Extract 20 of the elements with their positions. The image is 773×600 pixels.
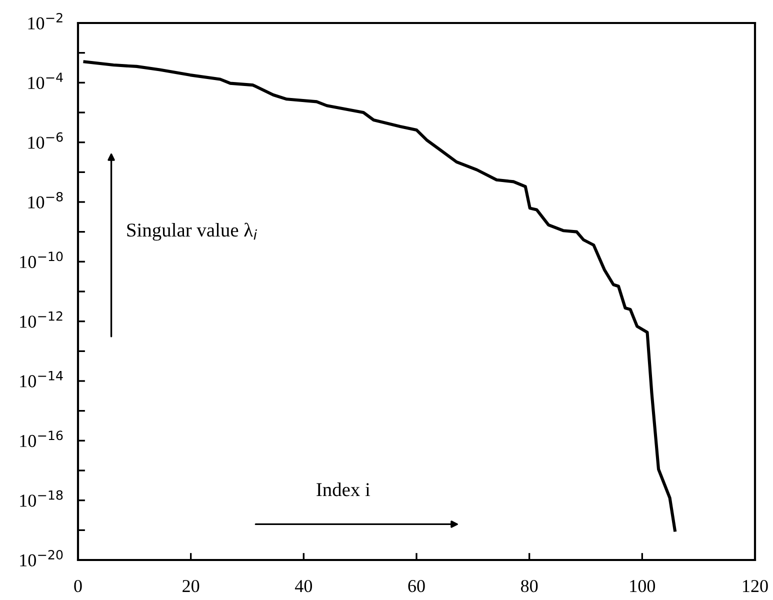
annotation: Singular value λ$_{i}$ [127, 222, 258, 241]
x-tick-label: 120 [743, 580, 768, 592]
x-tick-label: 40 [294, 580, 312, 592]
x-tick-label: 80 [520, 580, 538, 592]
y-tick-label: 10$^{−20}$ [20, 550, 63, 566]
y-tick-label: 10$^{−8}$ [28, 192, 63, 208]
y-tick-label: 10$^{−4}$ [28, 72, 63, 90]
y-tick-label: 10$^{−2}$ [28, 12, 62, 30]
y-tick-label: 10$^{−12}$ [20, 311, 62, 328]
annotation: Index i [316, 482, 370, 496]
x-tick-label: 60 [408, 580, 425, 592]
x-tick-label: 0 [74, 580, 82, 592]
x-tick-label: 100 [630, 580, 656, 592]
x-tick-label: 20 [182, 580, 200, 592]
y-tick-label: 10$^{−10}$ [20, 252, 63, 268]
line-series [83, 60, 676, 532]
y-tick-label: 10$^{−16}$ [20, 430, 63, 448]
y-tick-label: 10$^{−18}$ [20, 490, 63, 507]
y-tick-label: 10$^{−6}$ [28, 132, 63, 149]
y-tick-label: 10$^{−14}$ [20, 371, 63, 388]
